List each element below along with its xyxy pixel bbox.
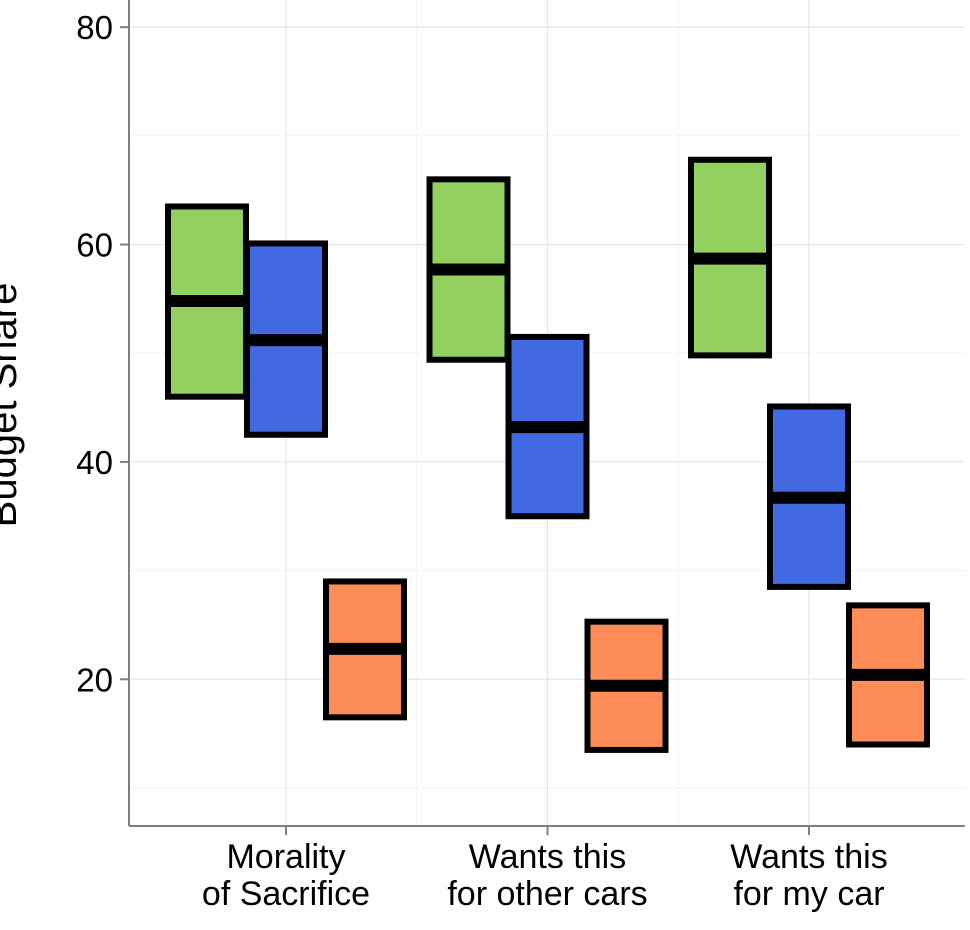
- x-tick-label-line: for my car: [733, 875, 884, 913]
- y-axis-title: Budget Share: [0, 283, 25, 528]
- x-tick-label-line: Wants this: [730, 838, 887, 876]
- crossbar: [323, 578, 407, 721]
- y-tick-label: 80: [76, 9, 113, 46]
- x-tick-label: Wants this for other cars: [447, 838, 647, 913]
- y-tick-label: 20: [76, 661, 113, 698]
- x-tick-label-line: Wants this: [469, 838, 626, 876]
- x-tick-label-line: for other cars: [447, 875, 647, 913]
- crossbar: [767, 403, 851, 590]
- crossbar: [505, 333, 590, 520]
- crossbar: [165, 203, 249, 400]
- x-tick-label-line: of Sacrifice: [202, 875, 370, 913]
- crossbar: [846, 602, 930, 748]
- crossbars: [165, 156, 930, 753]
- x-tick-label-line: Morality: [226, 838, 345, 876]
- y-tick-label: 60: [76, 227, 113, 264]
- y-axis-ticks: 20 40 60 80: [76, 9, 129, 698]
- x-tick-label: Morality of Sacrifice: [202, 838, 370, 913]
- crossbar: [584, 618, 669, 753]
- crossbar: [688, 156, 772, 359]
- y-tick-label: 40: [76, 444, 113, 481]
- crossbar: [426, 176, 511, 363]
- x-tick-label: Wants this for my car: [730, 838, 887, 913]
- crossbar: [244, 240, 328, 438]
